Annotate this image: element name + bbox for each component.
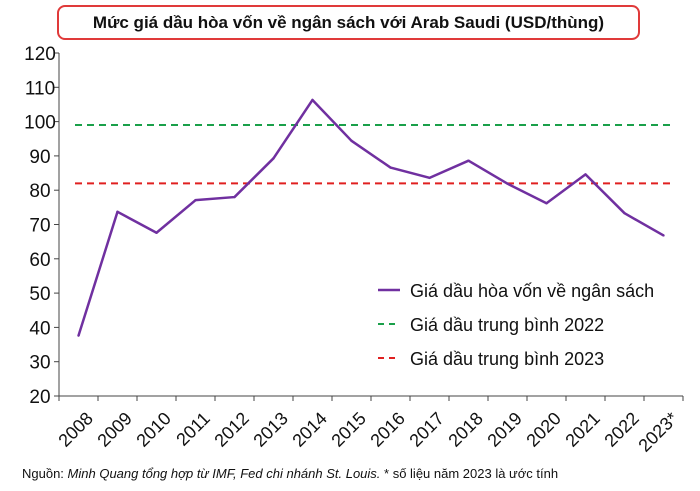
y-tick-label: 30 xyxy=(29,353,50,374)
y-tick-label: 50 xyxy=(29,284,50,305)
data-point xyxy=(155,231,158,234)
x-tick-label: 2020 xyxy=(522,408,564,450)
data-point xyxy=(77,334,80,337)
x-tick-label: 2019 xyxy=(483,408,525,450)
y-tick-label: 20 xyxy=(29,387,50,408)
legend-label-1: Giá dầu trung bình 2022 xyxy=(410,315,604,335)
data-point xyxy=(545,202,548,205)
legend-label-2: Giá dầu trung bình 2023 xyxy=(410,349,604,369)
data-point xyxy=(428,176,431,180)
x-tick-label: 2009 xyxy=(93,408,135,450)
x-tick-label: 2016 xyxy=(366,408,408,450)
series-layer xyxy=(77,98,665,337)
x-tick-label: 2013 xyxy=(249,408,291,450)
data-point xyxy=(311,98,314,102)
series-line-0 xyxy=(77,98,665,337)
x-tick-label: 2014 xyxy=(288,408,330,450)
x-tick-label: 2012 xyxy=(210,408,252,450)
source-italic: Minh Quang tổng hợp từ IMF, Fed chi nhán… xyxy=(67,466,381,481)
data-point xyxy=(194,198,197,202)
x-tick-label: 2015 xyxy=(327,408,369,450)
axes: 2030405060708090100110120200820092010201… xyxy=(24,44,684,456)
data-point xyxy=(389,166,392,169)
x-tick-label: 2008 xyxy=(54,408,96,450)
y-tick-label: 40 xyxy=(29,318,50,339)
data-point xyxy=(467,159,470,162)
y-tick-label: 90 xyxy=(29,147,50,168)
data-point xyxy=(623,211,626,215)
data-point xyxy=(272,157,275,160)
data-point xyxy=(350,139,353,143)
y-tick-label: 60 xyxy=(29,250,50,271)
x-tick-label: 2017 xyxy=(405,408,447,450)
source-note: Nguồn: Minh Quang tổng hợp từ IMF, Fed c… xyxy=(22,466,558,481)
legend: Giá dầu hòa vốn về ngân sách Giá dầu trun… xyxy=(378,281,654,369)
data-point xyxy=(233,195,236,199)
source-suffix: * số liệu năm 2023 là ước tính xyxy=(380,466,559,481)
source-prefix: Nguồn: xyxy=(22,466,68,481)
data-point xyxy=(662,234,665,237)
x-tick-label: 2021 xyxy=(561,408,603,450)
y-tick-label: 100 xyxy=(24,113,56,134)
chart-title-box: Mức giá dầu hòa vốn về ngân sách với Ara… xyxy=(57,5,640,40)
data-point xyxy=(116,210,119,214)
x-tick-label: 2010 xyxy=(132,408,174,450)
x-tick-label: 2018 xyxy=(444,408,486,450)
chart-title: Mức giá dầu hòa vốn về ngân sách với Ara… xyxy=(92,12,605,32)
data-point xyxy=(584,173,587,176)
x-tick-label: 2011 xyxy=(172,408,214,450)
legend-label-0: Giá dầu hòa vốn về ngân sách xyxy=(410,281,654,301)
data-point xyxy=(506,182,509,185)
y-tick-label: 70 xyxy=(29,216,50,237)
x-tick-label: 2023* xyxy=(634,408,681,455)
y-tick-label: 80 xyxy=(29,181,50,202)
y-tick-label: 120 xyxy=(24,44,56,65)
y-tick-label: 110 xyxy=(25,78,55,99)
